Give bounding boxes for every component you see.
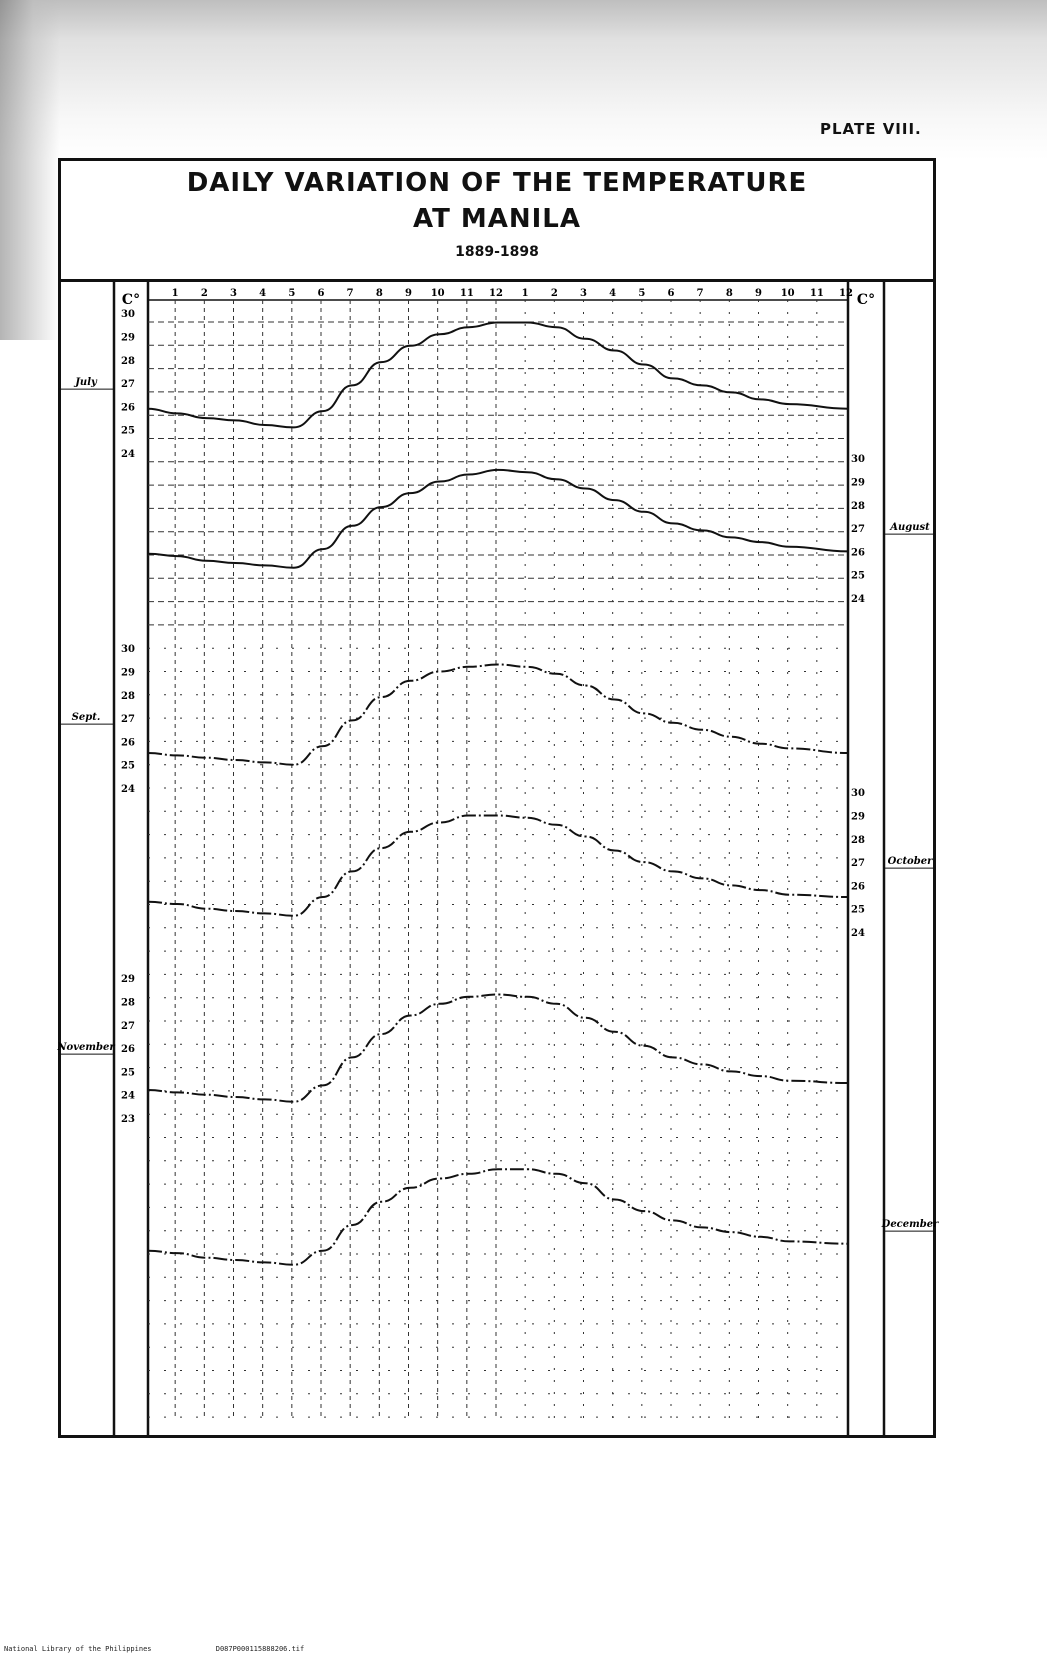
scale-tick-label: 24 [121,449,135,460]
scale-tick-label: 30 [121,309,135,320]
month-label: August [889,522,930,533]
scale-tick-label: 24 [851,594,865,605]
series-line-july [147,321,849,429]
scan-footer: National Library of the Philippines D087… [4,1645,364,1653]
scale-tick-label: 25 [851,571,865,582]
scale-tick-label: 28 [851,501,865,512]
hour-tick-label: 8 [726,288,733,299]
hour-tick-label: 2 [551,288,558,299]
scale-tick-label: 29 [121,668,135,679]
hour-tick-label: 8 [376,288,383,299]
scale-tick-label: 27 [121,1021,135,1032]
hour-tick-label: 12 [489,288,503,299]
footer-library: National Library of the Philippines [4,1645,152,1653]
plate-label: PLATE VIII. [820,120,922,138]
scale-tick-label: 30 [851,788,865,799]
scale-tick-label: 28 [121,691,135,702]
hour-tick-label: 4 [609,288,616,299]
scale-tick-label: 25 [121,761,135,772]
footer-file: D087P000115888206.tif [215,1645,305,1653]
scale-tick-label: 24 [851,928,865,939]
hour-tick-label: 6 [668,288,675,299]
hour-tick-label: 11 [460,288,474,299]
right-unit-label: C° [857,292,875,308]
scale-tick-label: 28 [851,835,865,846]
scale-tick-label: 29 [121,333,135,344]
series-line-october [147,814,849,917]
chart-title: DAILY VARIATION OF THE TEMPERATURE [186,168,808,198]
scale-tick-label: 26 [121,1044,135,1055]
hour-tick-label: 1 [522,288,529,299]
series-line-november [147,993,849,1103]
scale-tick-label: 30 [851,454,865,465]
scale-tick-label: 28 [121,998,135,1009]
series-line-december [147,1168,849,1266]
scale-tick-label: 29 [851,478,865,489]
hour-tick-label: 7 [347,288,354,299]
month-label: December [881,1219,939,1230]
scale-tick-label: 26 [851,881,865,892]
series-line-sept [147,663,849,766]
left-unit-label: C° [122,292,140,308]
scale-tick-label: 30 [121,644,135,655]
hour-tick-label: 10 [431,288,445,299]
scale-tick-label: 23 [121,1114,135,1125]
month-label: November [56,1042,115,1053]
hour-tick-label: 12 [839,288,853,299]
hour-tick-label: 1 [172,288,179,299]
scale-tick-label: 24 [121,784,135,795]
scale-tick-label: 26 [851,547,865,558]
scale-tick-label: 25 [121,426,135,437]
scale-tick-label: 27 [121,714,135,725]
hour-tick-label: 4 [259,288,266,299]
scale-tick-label: 25 [121,1067,135,1078]
month-label: October [888,856,933,867]
chart-subtitle: AT MANILA [412,204,581,234]
scale-tick-label: 28 [121,356,135,367]
scale-tick-label: 24 [121,1091,135,1102]
hour-tick-label: 9 [405,288,412,299]
chart-frame [58,158,936,1438]
scale-tick-label: 27 [851,524,865,535]
hour-tick-label: 9 [755,288,762,299]
scale-tick-label: 29 [121,974,135,985]
series-line-august [147,468,849,569]
month-label: July [73,377,98,388]
scale-tick-label: 27 [851,858,865,869]
scan-noise-top [0,0,1047,160]
hour-tick-label: 3 [580,288,587,299]
title-box: DAILY VARIATION OF THE TEMPERATURE AT MA… [58,158,936,282]
hour-tick-label: 11 [810,288,824,299]
scan-noise-left [0,0,60,340]
hour-tick-label: 5 [638,288,645,299]
scale-tick-label: 25 [851,905,865,916]
hour-tick-label: 7 [697,288,704,299]
hour-tick-label: 2 [201,288,208,299]
hour-tick-label: 6 [318,288,325,299]
month-label: Sept. [72,712,101,723]
hour-tick-label: 5 [288,288,295,299]
chart-years: 1889-1898 [455,244,539,260]
hour-tick-label: 3 [230,288,237,299]
hour-tick-label: 10 [781,288,795,299]
scale-tick-label: 26 [121,737,135,748]
scale-tick-label: 27 [121,379,135,390]
scale-tick-label: 26 [121,402,135,413]
scale-tick-label: 29 [851,812,865,823]
